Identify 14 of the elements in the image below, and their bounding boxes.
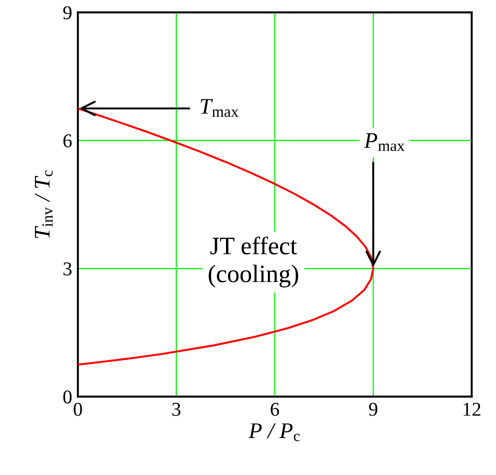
y-tick-label: 3: [64, 262, 72, 276]
y-tick-label: 9: [63, 6, 72, 20]
x-tick-label: 0: [74, 402, 82, 416]
x-tick-label: 3: [172, 402, 180, 416]
y-tick-label: 6: [63, 134, 72, 148]
x-axis-title: P / P$_{c}$: [248, 423, 300, 442]
annotation: T$_{max}$: [200, 99, 238, 117]
annotation: P$_{max}$: [364, 133, 405, 152]
annotation: JT effect (cooling): [208, 236, 298, 288]
x-tick-label: 9: [369, 402, 378, 416]
y-tick-label: 0: [63, 390, 72, 404]
x-tick-label: 12: [464, 402, 480, 416]
x-tick-label: 6: [270, 402, 280, 416]
y-axis-title: T$_{inv}$ / T$_{c}$: [34, 170, 53, 238]
